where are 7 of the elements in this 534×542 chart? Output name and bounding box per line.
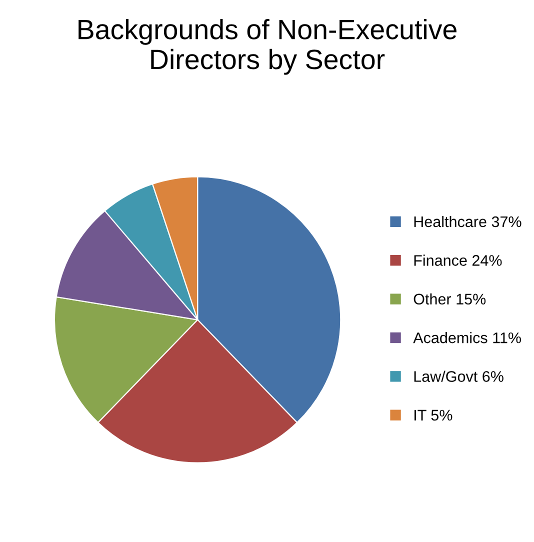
legend-label: Healthcare 37% [414,216,522,228]
legend-label: IT 5% [414,410,452,421]
legend-label: Finance 24% [414,254,502,266]
legend-label: Law/Govt 6% [414,370,504,382]
legend-label: Academics 11% [413,332,521,344]
chart-title: Backgrounds of Non-Executive Directors by Sector [78,18,456,75]
legend-label: Other 15% [414,293,486,305]
